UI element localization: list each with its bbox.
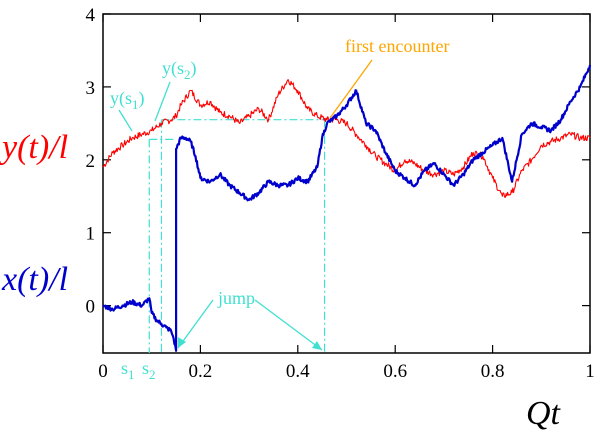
x-tick-label: 0.4 xyxy=(286,361,310,382)
plot-frame xyxy=(102,13,591,354)
series-layer xyxy=(102,64,592,352)
y-s2-pointer xyxy=(154,81,171,122)
y-s1-pointer xyxy=(118,109,133,132)
x-series-line xyxy=(102,64,592,352)
jump-label: jump xyxy=(217,288,255,308)
y-series-line xyxy=(102,79,591,198)
y-tick-label: 2 xyxy=(86,151,96,172)
first-encounter-label: first encounter xyxy=(345,36,449,56)
y-series-label: y(t)/l xyxy=(0,129,68,166)
y-tick-label: 1 xyxy=(86,224,96,245)
x-tick-label: 1 xyxy=(585,361,595,382)
jump-arrow-right xyxy=(254,299,323,351)
s2-label: s2 xyxy=(142,358,156,382)
y-s2-label: y(s2) xyxy=(162,58,197,82)
first-encounter-pointer xyxy=(329,59,373,119)
x-tick-label: 0.8 xyxy=(481,361,505,382)
x-tick-label: 0 xyxy=(98,361,108,382)
axis-ticks: 0 0.2 0.4 0.6 0.8 1 0 1 2 3 4 xyxy=(86,5,595,382)
s1-label: s1 xyxy=(121,358,135,382)
jump-arrowhead-right xyxy=(312,341,322,350)
jump-arrowhead-left xyxy=(178,337,186,348)
y-tick-label: 3 xyxy=(86,78,96,99)
x-series-label: x(t)/l xyxy=(1,261,68,298)
x-tick-label: 0.6 xyxy=(383,361,407,382)
guide-lines xyxy=(148,119,326,353)
x-tick-label: 0.2 xyxy=(189,361,213,382)
y-tick-label: 0 xyxy=(86,297,96,318)
y-tick-label: 4 xyxy=(86,5,96,26)
y-s1-label: y(s1) xyxy=(110,88,145,112)
jump-arrow-left xyxy=(177,299,214,349)
x-axis-title: Qt xyxy=(526,395,562,431)
